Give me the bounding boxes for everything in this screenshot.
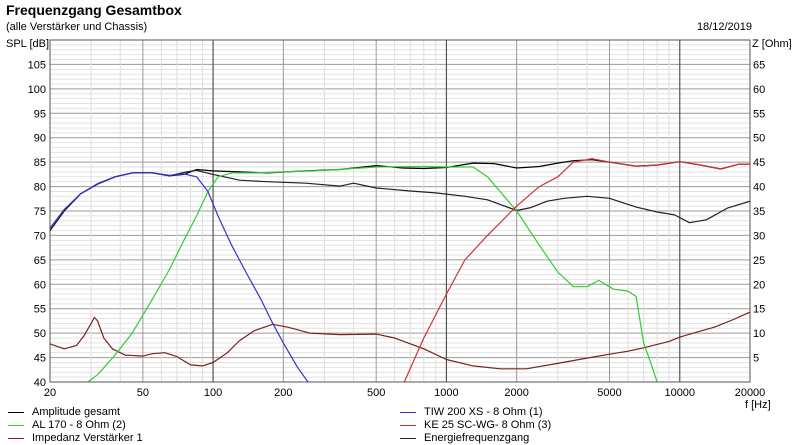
legend-item-ke25: KE 25 SC-WG- 8 Ohm (3): [400, 418, 551, 432]
y-tick-label: 50: [34, 328, 46, 340]
y-tick-label: 65: [34, 255, 46, 267]
y-tick-label: 90: [34, 133, 46, 145]
y2-tick-label: 15: [753, 304, 765, 316]
legend-item-amplitude: Amplitude gesamt: [8, 405, 120, 419]
legend-swatch: [400, 424, 416, 426]
y2-tick-label: 40: [753, 182, 765, 194]
y2-tick-label: 45: [753, 157, 765, 169]
legend-label: Energiefrequenzgang: [424, 432, 530, 444]
y2-tick-label: 30: [753, 230, 765, 242]
legend-swatch: [8, 424, 24, 426]
y-tick-label: 40: [34, 377, 46, 389]
legend-item-tiw200: TIW 200 XS - 8 Ohm (1): [400, 405, 543, 419]
series-line-ke-25-sc-wg-8-ohm-3: [403, 158, 750, 382]
y-tick-label: 95: [34, 108, 46, 120]
series-line-tiw-200-xs-8-ohm-1: [50, 172, 309, 382]
plot-frame: [49, 39, 751, 383]
y2-tick-label: 50: [753, 133, 765, 145]
x-tick-label: 1000: [434, 387, 458, 399]
legend-label: Amplitude gesamt: [32, 406, 121, 418]
y2-tick-label: 10: [753, 328, 765, 340]
legend-swatch: [400, 437, 416, 439]
x-tick-label: 500: [367, 387, 385, 399]
chart-date: 18/12/2019: [696, 21, 752, 33]
legend-label: Impedanz Verstärker 1: [32, 432, 143, 444]
chart-title: Frequenzgang Gesamtbox: [6, 2, 182, 18]
legend-swatch: [8, 411, 24, 413]
y-tick-label: 55: [34, 304, 46, 316]
chart-subtitle: (alle Verstärker und Chassis): [6, 21, 148, 33]
x-tick-label: 100: [204, 387, 222, 399]
y2-tick-label: 5: [753, 353, 759, 365]
legend-item-impedance: Impedanz Verstärker 1: [8, 431, 143, 445]
y-tick-label: 80: [34, 182, 46, 194]
legend-label: AL 170 - 8 Ohm (2): [32, 419, 126, 431]
y2-tick-label: 55: [753, 108, 765, 120]
y-axis-label: SPL [dB]: [6, 38, 50, 50]
x-tick-label: 20: [44, 387, 56, 399]
y2-tick-label: 25: [753, 255, 765, 267]
chart-legend: Amplitude gesamt AL 170 - 8 Ohm (2) Impe…: [0, 400, 800, 444]
x-tick-label: 10000: [664, 387, 695, 399]
legend-label: TIW 200 XS - 8 Ohm (1): [424, 406, 543, 418]
x-tick-label: 20000: [735, 387, 766, 399]
y2-tick-label: 60: [753, 84, 765, 96]
x-tick-label: 5000: [597, 387, 621, 399]
y-tick-label: 75: [34, 206, 46, 218]
legend-swatch: [400, 411, 416, 413]
y-tick-label: 100: [28, 84, 46, 96]
legend-label: KE 25 SC-WG- 8 Ohm (3): [424, 419, 552, 431]
x-tick-label: 200: [274, 387, 292, 399]
y2-axis-label: Z [Ohm]: [752, 38, 792, 50]
legend-item-al170: AL 170 - 8 Ohm (2): [8, 418, 126, 432]
y2-tick-label: 35: [753, 206, 765, 218]
x-tick-label: 50: [137, 387, 149, 399]
series-line-al-170-8-ohm-2: [87, 165, 658, 382]
y-tick-label: 105: [28, 59, 46, 71]
y2-tick-label: 20: [753, 279, 765, 291]
y-tick-label: 85: [34, 157, 46, 169]
y-tick-label: 60: [34, 279, 46, 291]
legend-item-energy: Energiefrequenzgang: [400, 431, 529, 445]
y-tick-label: 70: [34, 230, 46, 242]
legend-swatch: [8, 437, 24, 439]
y2-tick-label: 65: [753, 59, 765, 71]
y-tick-label: 45: [34, 353, 46, 365]
x-tick-label: 2000: [504, 387, 528, 399]
series-line-impedanz-verst-rker-1: [50, 311, 750, 370]
x-axis-unit: f [Hz]: [745, 399, 771, 411]
